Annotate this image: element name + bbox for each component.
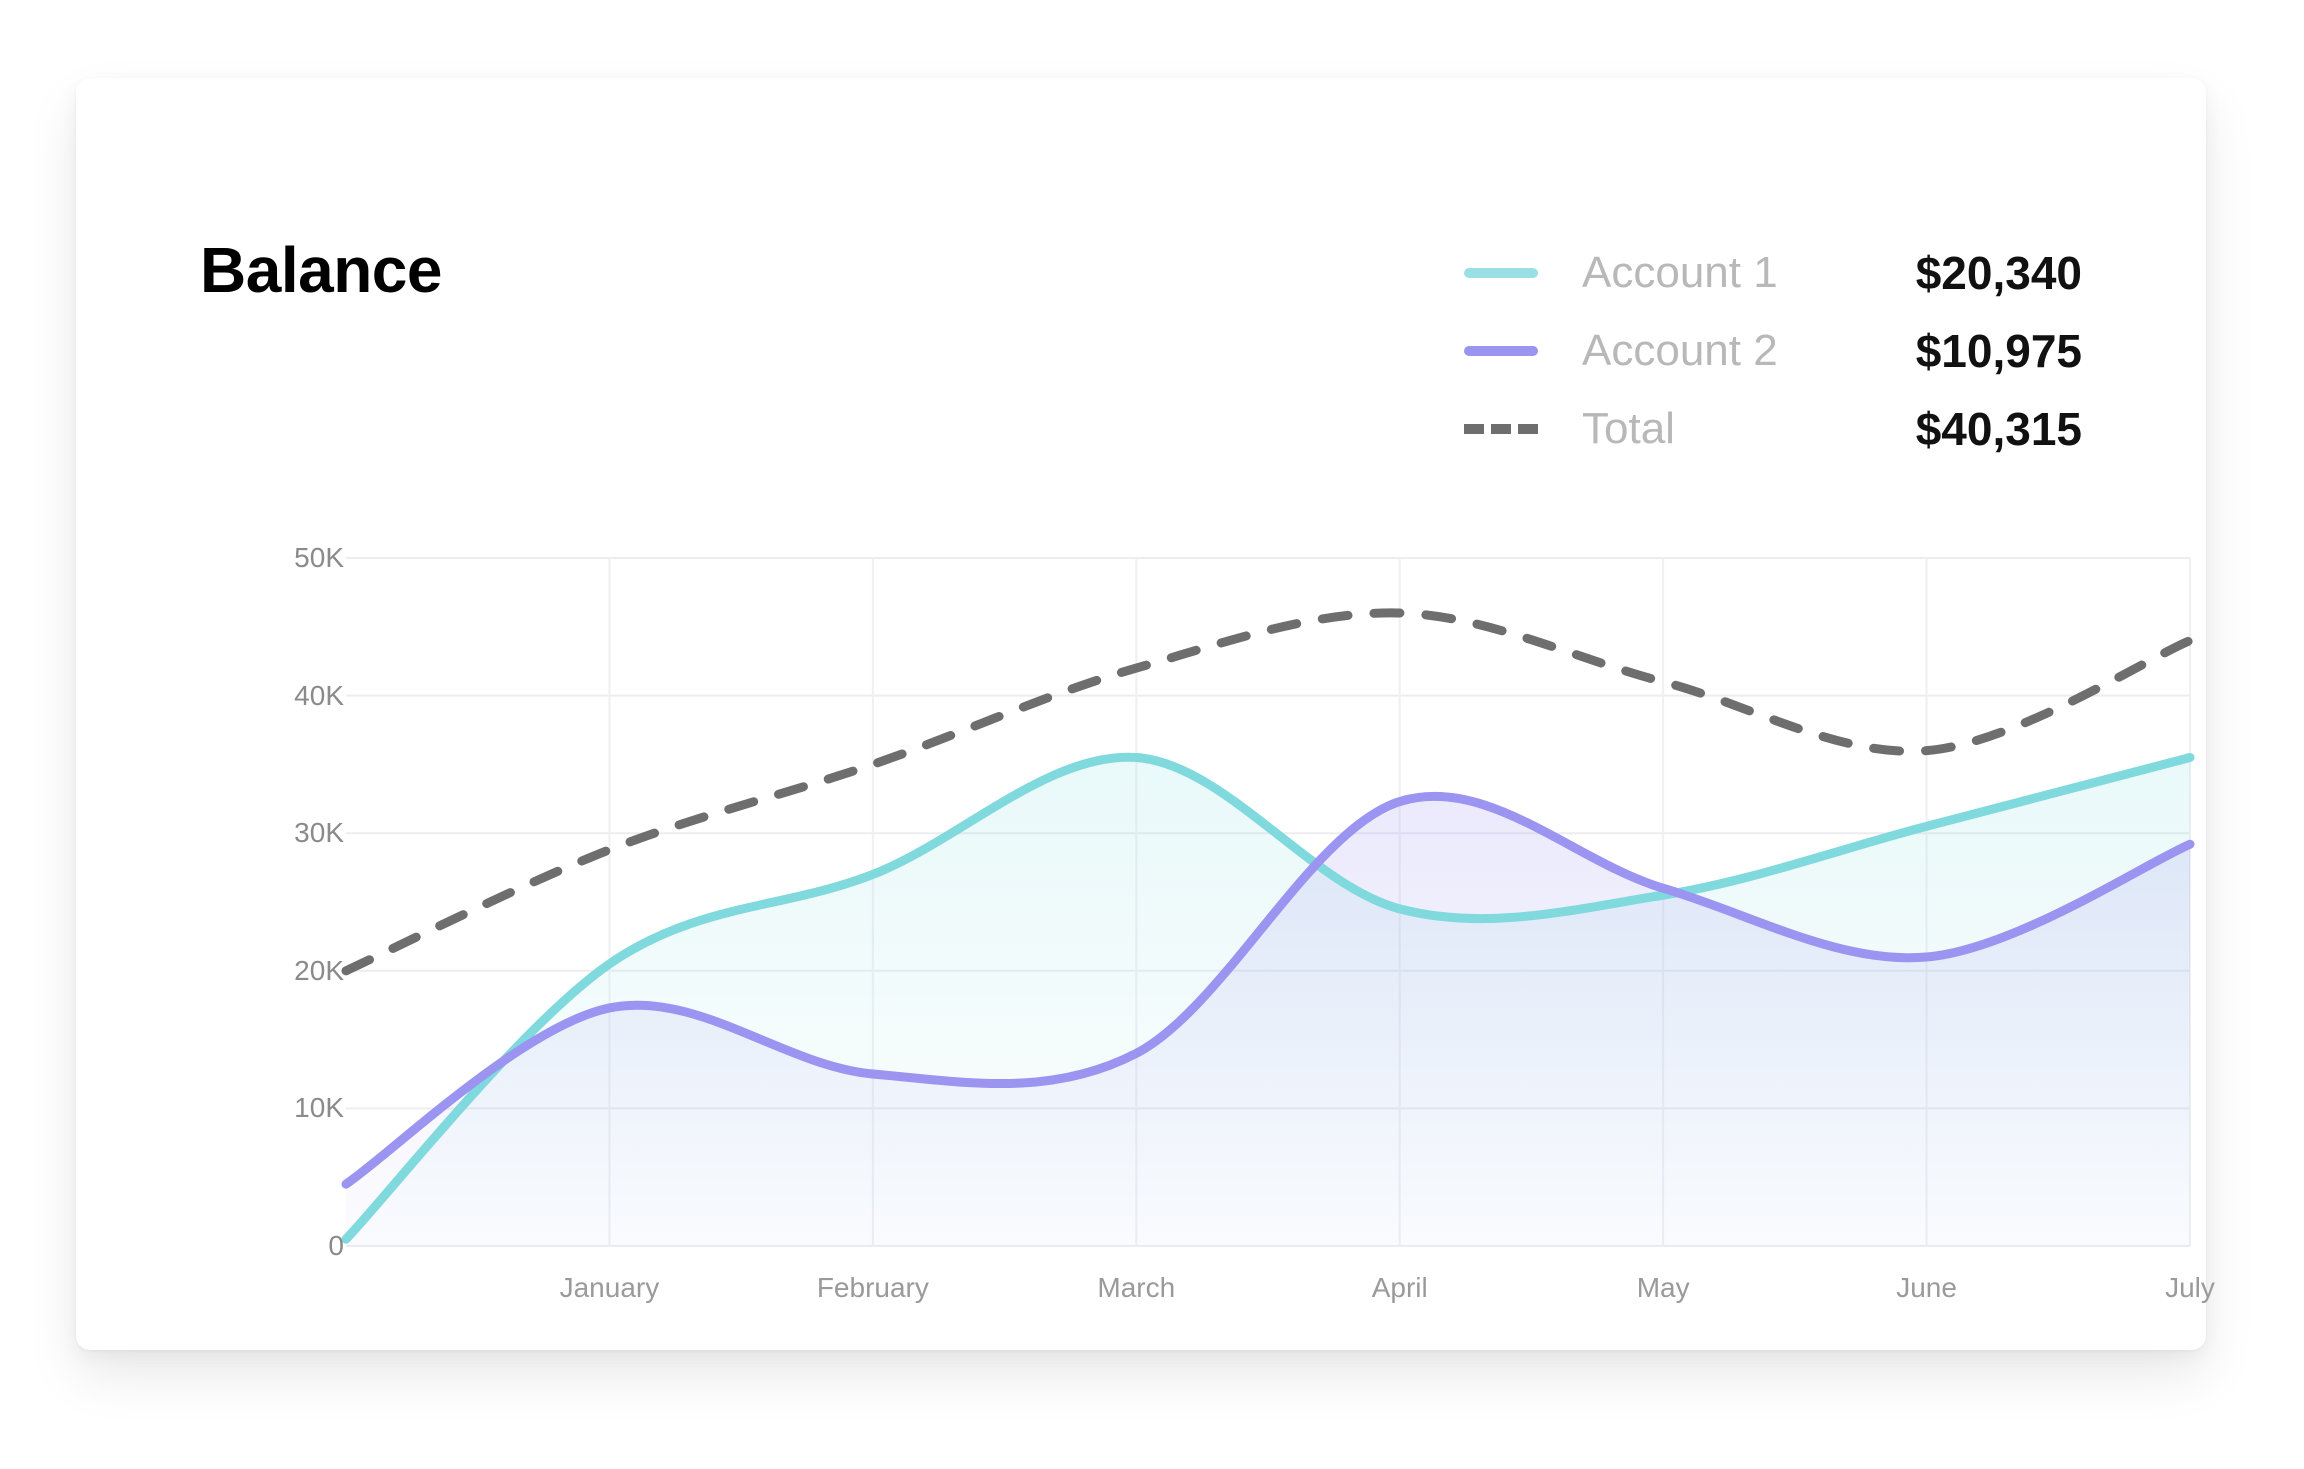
legend-value: $40,315 bbox=[1915, 403, 2082, 455]
chart-legend: Account 1 $20,340 Account 2 $10,975 Total $40… bbox=[1464, 246, 2082, 456]
legend-swatch-icon bbox=[1464, 268, 1538, 278]
series-line-account-1[interactable] bbox=[341, 752, 2195, 1244]
y-axis-tick-label: 30K bbox=[294, 817, 344, 849]
x-axis-tick-label: March bbox=[1097, 1272, 1176, 1303]
legend-label: Account 2 bbox=[1582, 326, 1778, 375]
series-areas bbox=[346, 757, 2190, 1246]
y-axis-tick-label: 40K bbox=[294, 679, 344, 711]
legend-swatch-icon bbox=[1464, 346, 1538, 356]
legend-item-account-1[interactable]: Account 1 $20,340 bbox=[1464, 246, 2082, 300]
legend-item-account-2[interactable]: Account 2 $10,975 bbox=[1464, 324, 2082, 378]
chart-plot-area: 0 10K 20K 30K 40K 50K January February March Apri… bbox=[200, 544, 2215, 1318]
y-axis-tick-label: 50K bbox=[294, 542, 344, 573]
y-axis-tick-label: 0 bbox=[328, 1230, 344, 1261]
series-lines bbox=[341, 608, 2195, 1244]
series-line-total[interactable] bbox=[341, 608, 2195, 976]
legend-label: Account 1 bbox=[1582, 248, 1778, 297]
x-axis-tick-label: January bbox=[559, 1272, 660, 1303]
y-axis-tick-label: 10K bbox=[294, 1092, 344, 1124]
legend-value: $10,975 bbox=[1915, 325, 2082, 377]
x-axis-tick-label: May bbox=[1636, 1272, 1690, 1303]
y-axis-tick-label: 20K bbox=[294, 954, 344, 986]
legend-label: Total bbox=[1582, 404, 1675, 453]
balance-chart-card: Balance Account 1 $20,340 Account 2 $10,975… bbox=[76, 78, 2215, 1350]
series-area-account-2 bbox=[346, 796, 2190, 1246]
legend-item-total[interactable]: Total $40,315 bbox=[1464, 402, 2082, 456]
x-axis-tick-label: April bbox=[1371, 1272, 1428, 1303]
series-line-account-2[interactable] bbox=[341, 791, 2195, 1189]
x-axis-tick-label: July bbox=[2165, 1272, 2215, 1303]
legend-value: $20,340 bbox=[1915, 247, 2082, 299]
chart-svg bbox=[341, 557, 2195, 1247]
x-axis-tick-label: February bbox=[816, 1272, 929, 1303]
x-axis-tick-label: June bbox=[1896, 1272, 1957, 1303]
page-title: Balance bbox=[200, 234, 442, 306]
legend-swatch-icon bbox=[1464, 424, 1538, 434]
